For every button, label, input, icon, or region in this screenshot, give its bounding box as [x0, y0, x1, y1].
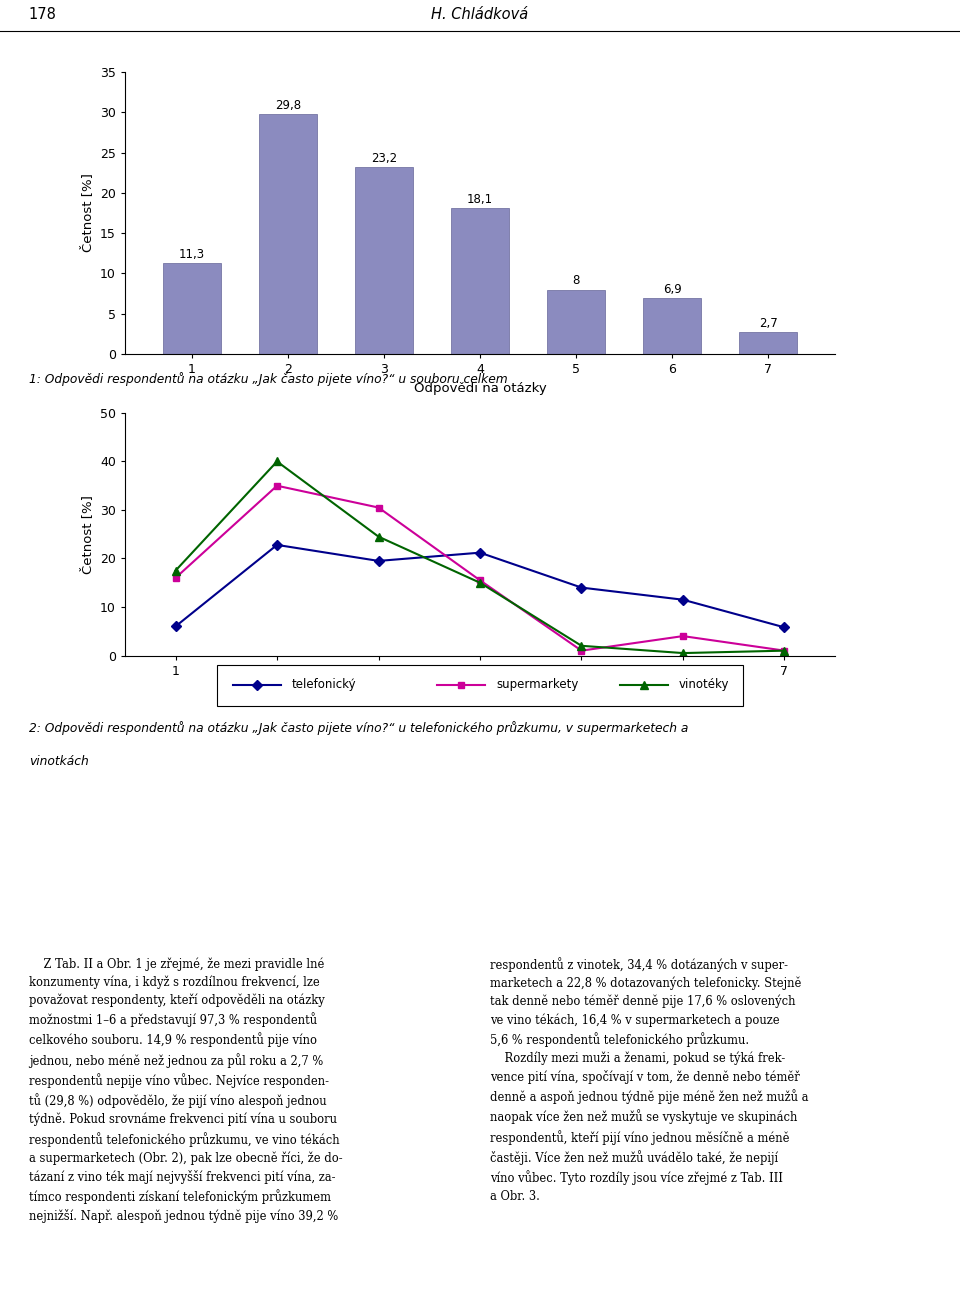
Bar — [163, 264, 221, 354]
telefonický — [677, 591, 688, 607]
Text: 29,8: 29,8 — [275, 98, 301, 111]
vinotéky — [779, 642, 790, 658]
vinotéky — [170, 562, 181, 578]
supermarkety — [272, 477, 283, 493]
vinotéky — [576, 638, 588, 654]
vinotéky — [372, 528, 384, 544]
X-axis label: Odpovědi na otázky: Odpovědi na otázky — [414, 683, 546, 696]
telefonický — [779, 620, 790, 636]
Text: 2: Odpovědi respondentů na otázku „Jak často pijete víno?“ u telefonického průzk: 2: Odpovědi respondentů na otázku „Jak č… — [29, 721, 688, 735]
Line: supermarkety: supermarkety — [172, 482, 788, 654]
Text: 23,2: 23,2 — [371, 152, 397, 165]
telefonický — [372, 553, 384, 569]
Text: vinotkách: vinotkách — [29, 755, 88, 768]
vinotéky — [474, 576, 486, 591]
telefonický — [576, 579, 588, 595]
Text: respondentů z vinotek, 34,4 % dotázaných v super-
marketech a 22,8 % dotazovanýc: respondentů z vinotek, 34,4 % dotázaných… — [490, 957, 808, 1202]
Text: 6,9: 6,9 — [662, 283, 682, 296]
Text: H. Chládková: H. Chládková — [431, 8, 529, 22]
Text: Z Tab. II a Obr. 1 je zřejmé, že mezi pravidle lné
konzumenty vína, i když s roz: Z Tab. II a Obr. 1 je zřejmé, že mezi pr… — [29, 957, 343, 1223]
telefonický — [170, 619, 181, 635]
Bar — [355, 166, 413, 354]
Text: telefonický: telefonický — [292, 679, 356, 691]
Line: telefonický: telefonický — [172, 541, 788, 631]
Y-axis label: Četnost [%]: Četnost [%] — [82, 494, 94, 574]
Text: 8: 8 — [572, 274, 580, 287]
supermarkety — [779, 642, 790, 658]
Bar — [547, 290, 605, 354]
Bar — [739, 332, 797, 354]
FancyBboxPatch shape — [217, 665, 743, 705]
Text: 18,1: 18,1 — [467, 193, 493, 206]
telefonický — [474, 545, 486, 561]
Text: vinotéky: vinotéky — [679, 679, 730, 691]
Text: 11,3: 11,3 — [179, 248, 205, 261]
Text: 178: 178 — [29, 8, 57, 22]
supermarkety — [576, 642, 588, 658]
Y-axis label: Četnost [%]: Četnost [%] — [82, 173, 94, 253]
Line: vinotéky: vinotéky — [172, 458, 788, 657]
supermarkety — [372, 499, 384, 515]
supermarkety — [677, 628, 688, 644]
Bar — [451, 208, 509, 354]
supermarkety — [170, 570, 181, 586]
X-axis label: Odpovědi na otázky: Odpovědi na otázky — [414, 382, 546, 395]
vinotéky — [272, 454, 283, 469]
Bar — [259, 114, 317, 354]
telefonický — [272, 538, 283, 553]
Text: 2,7: 2,7 — [758, 317, 778, 330]
vinotéky — [677, 645, 688, 661]
Text: 1: Odpovědi respondentů na otázku „Jak často pijete víno?“ u souboru celkem: 1: Odpovědi respondentů na otázku „Jak č… — [29, 372, 508, 387]
Bar — [643, 299, 701, 354]
supermarkety — [474, 573, 486, 589]
Text: supermarkety: supermarkety — [496, 679, 579, 691]
